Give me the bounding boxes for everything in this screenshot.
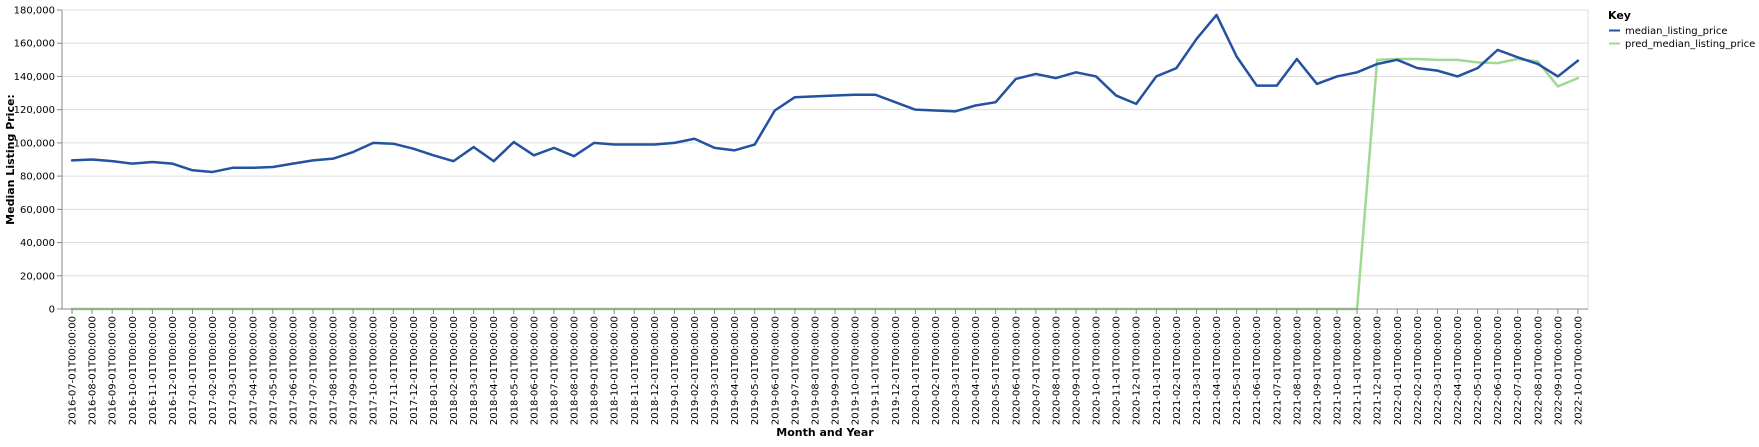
x-tick-label: 2020-05-01T00:00:00 xyxy=(991,316,1002,425)
x-tick-label: 2022-10-01T00:00:00 xyxy=(1573,316,1584,425)
x-tick-label: 2019-01-01T00:00:00 xyxy=(670,316,681,425)
x-tick-label: 2019-07-01T00:00:00 xyxy=(790,316,801,425)
x-tick-label: 2020-01-01T00:00:00 xyxy=(911,316,922,425)
y-tick-label: 80,000 xyxy=(20,172,55,183)
x-tick-label: 2021-09-01T00:00:00 xyxy=(1312,316,1323,425)
x-tick-label: 2018-06-01T00:00:00 xyxy=(529,316,540,425)
x-tick-label: 2022-06-01T00:00:00 xyxy=(1493,316,1504,425)
legend: Key median_listing_price pred_median_list… xyxy=(1608,9,1755,50)
x-tick-label: 2022-01-01T00:00:00 xyxy=(1393,316,1404,425)
x-tick-label: 2021-06-01T00:00:00 xyxy=(1252,316,1263,425)
x-tick-label: 2018-01-01T00:00:00 xyxy=(429,316,440,425)
x-tick-label: 2016-12-01T00:00:00 xyxy=(168,316,179,425)
x-tick-label: 2018-10-01T00:00:00 xyxy=(610,316,621,425)
x-tick-label: 2022-05-01T00:00:00 xyxy=(1473,316,1484,425)
x-axis-title: Month and Year xyxy=(776,426,874,439)
x-tick-label: 2021-03-01T00:00:00 xyxy=(1192,316,1203,425)
x-tick-label: 2021-02-01T00:00:00 xyxy=(1172,316,1183,425)
x-tick-label: 2021-10-01T00:00:00 xyxy=(1333,316,1344,425)
legend-label-median_listing_price: median_listing_price xyxy=(1625,26,1728,37)
x-axis: 2016-07-01T00:00:00 2016-08-01T00:00:00 20… xyxy=(62,308,1588,425)
y-tick-label: 140,000 xyxy=(14,72,55,83)
y-tick-label: 60,000 xyxy=(20,205,55,216)
y-tick-label: 20,000 xyxy=(20,271,55,282)
x-tick-label: 2019-12-01T00:00:00 xyxy=(891,316,902,425)
x-tick-label: 2017-08-01T00:00:00 xyxy=(329,316,340,425)
x-tick-label: 2020-09-01T00:00:00 xyxy=(1071,316,1082,425)
x-tick-label: 2016-10-01T00:00:00 xyxy=(128,316,139,425)
x-tick-label: 2020-06-01T00:00:00 xyxy=(1011,316,1022,425)
x-tick-label: 2016-09-01T00:00:00 xyxy=(108,316,119,425)
x-tick-label: 2022-08-01T00:00:00 xyxy=(1533,316,1544,425)
y-tick-label: 160,000 xyxy=(14,39,55,50)
x-tick-label: 2017-09-01T00:00:00 xyxy=(349,316,360,425)
plot-frame xyxy=(61,9,1589,310)
x-tick-label: 2019-04-01T00:00:00 xyxy=(730,316,741,425)
x-tick-label: 2019-10-01T00:00:00 xyxy=(851,316,862,425)
x-tick-label: 2018-08-01T00:00:00 xyxy=(570,316,581,425)
x-tick-label: 2019-06-01T00:00:00 xyxy=(770,316,781,425)
x-tick-label: 2021-04-01T00:00:00 xyxy=(1212,316,1223,425)
grid-lines xyxy=(61,9,1589,310)
x-tick-label: 2021-01-01T00:00:00 xyxy=(1152,316,1163,425)
y-tick-label: 100,000 xyxy=(14,138,55,149)
x-tick-label: 2016-08-01T00:00:00 xyxy=(88,316,99,425)
series-line-median_listing_price xyxy=(70,13,1580,174)
x-tick-label: 2020-04-01T00:00:00 xyxy=(971,316,982,425)
x-tick-label: 2018-12-01T00:00:00 xyxy=(650,316,661,425)
x-tick-label: 2022-07-01T00:00:00 xyxy=(1513,316,1524,425)
legend-title: Key xyxy=(1608,9,1631,22)
x-tick-label: 2020-11-01T00:00:00 xyxy=(1112,316,1123,425)
x-tick-label: 2020-07-01T00:00:00 xyxy=(1031,316,1042,425)
x-tick-label: 2021-07-01T00:00:00 xyxy=(1272,316,1283,425)
x-tick-label: 2021-12-01T00:00:00 xyxy=(1373,316,1384,425)
x-tick-label: 2018-09-01T00:00:00 xyxy=(590,316,601,425)
y-tick-label: 180,000 xyxy=(14,6,55,17)
x-tick-label: 2018-07-01T00:00:00 xyxy=(549,316,560,425)
x-tick-label: 2021-05-01T00:00:00 xyxy=(1232,316,1243,425)
x-tick-label: 2022-09-01T00:00:00 xyxy=(1553,316,1564,425)
x-tick-label: 2018-11-01T00:00:00 xyxy=(630,316,641,425)
legend-label-pred_median_listing_price: pred_median_listing_price xyxy=(1625,39,1755,50)
x-tick-label: 2022-04-01T00:00:00 xyxy=(1453,316,1464,425)
y-tick-label: 0 xyxy=(49,305,55,316)
x-tick-label: 2017-07-01T00:00:00 xyxy=(308,316,319,425)
y-tick-label: 40,000 xyxy=(20,238,55,249)
x-tick-label: 2019-02-01T00:00:00 xyxy=(690,316,701,425)
y-axis-title: Median Listing Price: xyxy=(4,94,17,225)
x-tick-label: 2017-02-01T00:00:00 xyxy=(208,316,219,425)
x-tick-label: 2019-11-01T00:00:00 xyxy=(871,316,882,425)
x-tick-label: 2017-12-01T00:00:00 xyxy=(409,316,420,425)
x-tick-label: 2018-05-01T00:00:00 xyxy=(509,316,520,425)
y-tick-label: 120,000 xyxy=(14,105,55,116)
x-tick-label: 2017-01-01T00:00:00 xyxy=(188,316,199,425)
x-tick-label: 2017-05-01T00:00:00 xyxy=(268,316,279,425)
x-tick-label: 2018-04-01T00:00:00 xyxy=(489,316,500,425)
x-tick-label: 2022-02-01T00:00:00 xyxy=(1413,316,1424,425)
x-tick-label: 2017-10-01T00:00:00 xyxy=(369,316,380,425)
plot-area xyxy=(70,13,1580,311)
x-tick-label: 2018-03-01T00:00:00 xyxy=(469,316,480,425)
x-tick-label: 2019-09-01T00:00:00 xyxy=(831,316,842,425)
x-tick-label: 2021-08-01T00:00:00 xyxy=(1292,316,1303,425)
x-tick-label: 2019-03-01T00:00:00 xyxy=(710,316,721,425)
x-tick-label: 2020-03-01T00:00:00 xyxy=(951,316,962,425)
x-tick-label: 2016-11-01T00:00:00 xyxy=(148,316,159,425)
x-tick-label: 2019-05-01T00:00:00 xyxy=(750,316,761,425)
x-tick-label: 2017-06-01T00:00:00 xyxy=(288,316,299,425)
x-tick-label: 2017-04-01T00:00:00 xyxy=(248,316,259,425)
x-tick-label: 2020-08-01T00:00:00 xyxy=(1051,316,1062,425)
x-tick-label: 2017-03-01T00:00:00 xyxy=(228,316,239,425)
x-tick-label: 2016-07-01T00:00:00 xyxy=(68,316,79,425)
x-tick-label: 2021-11-01T00:00:00 xyxy=(1353,316,1364,425)
x-tick-label: 2019-08-01T00:00:00 xyxy=(810,316,821,425)
x-tick-label: 2020-10-01T00:00:00 xyxy=(1092,316,1103,425)
x-tick-label: 2020-02-01T00:00:00 xyxy=(931,316,942,425)
x-tick-label: 2017-11-01T00:00:00 xyxy=(389,316,400,425)
x-tick-label: 2022-03-01T00:00:00 xyxy=(1433,316,1444,425)
x-tick-label: 2020-12-01T00:00:00 xyxy=(1132,316,1143,425)
x-tick-label: 2018-02-01T00:00:00 xyxy=(449,316,460,425)
y-axis: 0 20,000 40,000 60,000 80,000 100,000 120,000 1… xyxy=(14,6,63,316)
